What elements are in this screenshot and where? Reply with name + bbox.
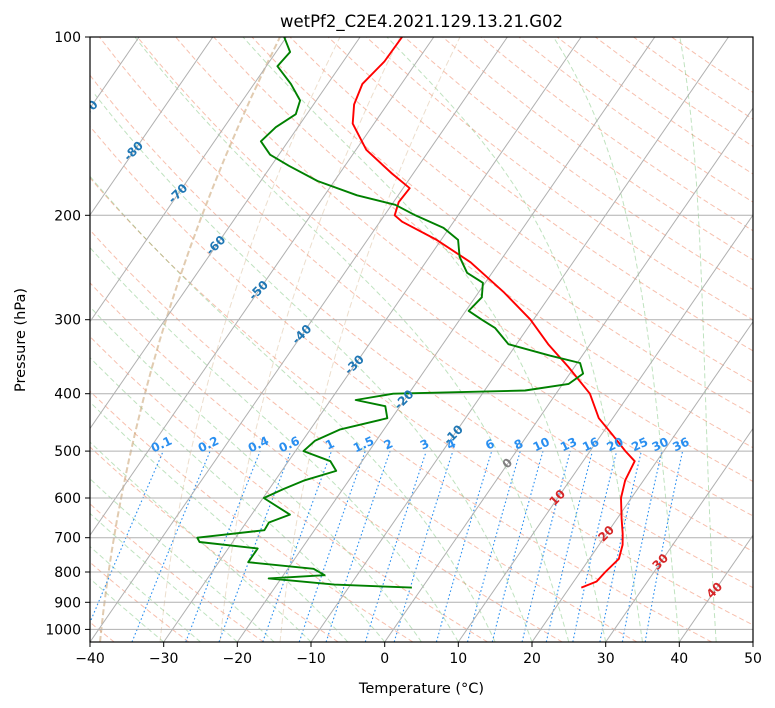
moist-adiabat-line xyxy=(94,94,533,642)
moist-adiabat-line xyxy=(242,37,607,642)
y-tick-label: 200 xyxy=(54,208,81,224)
mixing-ratio-line xyxy=(435,450,493,642)
mixing-ratio-line xyxy=(521,450,571,642)
y-tick-label: 800 xyxy=(54,565,81,581)
moist-adiabat-line xyxy=(90,306,422,642)
mixing-ratio-label: 10 xyxy=(531,435,552,455)
x-tick-label: −30 xyxy=(149,651,179,667)
y-tick-label: 700 xyxy=(54,531,81,547)
moist-adiabat-line xyxy=(134,37,570,642)
moist-adiabat-line xyxy=(90,478,275,642)
moist-adiabat-line xyxy=(90,401,349,642)
moist-adiabat-line xyxy=(90,441,312,642)
grid-lines xyxy=(90,37,753,642)
mixing-ratio-label: 36 xyxy=(670,435,691,455)
moist-adiabat-line xyxy=(90,246,459,642)
x-tick-label: 40 xyxy=(670,651,688,667)
tan-curve xyxy=(279,37,461,642)
y-axis-label: Pressure (hPa) xyxy=(13,288,29,392)
mixing-ratio-line xyxy=(545,450,593,642)
mixing-ratio-line xyxy=(466,450,521,642)
dewpoint-profile xyxy=(196,37,585,589)
mixing-ratio-label: 13 xyxy=(558,435,579,455)
moist-adiabat-line xyxy=(679,37,717,642)
dry-adiabat-line xyxy=(90,282,563,642)
x-tick-label: 20 xyxy=(523,651,541,667)
mixing-ratio-line xyxy=(364,450,427,642)
x-tick-label: −20 xyxy=(223,651,253,667)
isotherm-line xyxy=(236,37,656,642)
isotherm-line xyxy=(605,427,753,642)
mixing-ratio-line xyxy=(262,450,333,642)
mixing-ratio-line xyxy=(325,450,391,642)
isotherm-line xyxy=(90,37,435,537)
x-tick-label: −10 xyxy=(296,651,326,667)
x-tick-label: 50 xyxy=(744,651,762,667)
y-tick-label: 100 xyxy=(54,30,81,46)
dry-adiabat-line xyxy=(90,561,190,642)
x-axis-label: Temperature (°C) xyxy=(358,681,484,697)
isotherm-line xyxy=(384,107,753,642)
mixing-ratio-line xyxy=(131,450,211,642)
mixing-ratio-line xyxy=(218,450,292,642)
isotherm-line xyxy=(678,534,753,642)
moist-adiabat-line xyxy=(90,578,165,642)
isotherm-line xyxy=(531,320,753,642)
dry-adiabat-line xyxy=(90,125,753,626)
chart-title: wetPf2_C2E4.2021.129.13.21.G02 xyxy=(280,12,563,32)
dry-adiabat-line xyxy=(137,37,753,517)
dry-adiabat-line xyxy=(90,177,712,642)
x-axis-ticks: −40 −30 −20 −10 0 10 20 30 40 50 xyxy=(75,642,762,667)
moist-adiabat-line xyxy=(386,37,643,642)
isotherm-line xyxy=(457,214,753,642)
tan-curve xyxy=(159,37,341,642)
mixing-ratio-lines xyxy=(90,450,684,642)
y-tick-label: 1000 xyxy=(45,622,81,638)
isotherm-line xyxy=(90,37,214,216)
dry-adiabat-line xyxy=(213,37,753,449)
plot-frame xyxy=(89,36,754,643)
sounding-profiles xyxy=(196,37,636,589)
mixing-ratio-line xyxy=(298,450,366,642)
x-tick-label: 10 xyxy=(449,651,467,667)
x-tick-label: 0 xyxy=(380,651,389,667)
isotherm-line xyxy=(310,37,729,642)
isotherm-line xyxy=(90,37,287,323)
dry-adiabat-line xyxy=(404,37,753,291)
isotherm-label: -90 xyxy=(76,97,101,122)
mixing-ratio-label: 16 xyxy=(580,435,601,455)
dry-adiabat-line xyxy=(90,229,638,642)
temperature-profile xyxy=(351,37,636,589)
y-tick-label: 600 xyxy=(54,491,81,507)
x-tick-label: −40 xyxy=(75,651,105,667)
mixing-ratio-label: 30 xyxy=(650,435,671,455)
dry-adiabat-line xyxy=(251,37,753,416)
mixing-ratio-line xyxy=(572,450,618,642)
moist-adiabat-line xyxy=(552,37,680,642)
y-tick-label: 900 xyxy=(54,595,81,611)
dry-adiabat-line xyxy=(366,37,753,321)
isotherm-line xyxy=(90,37,508,642)
mixing-ratio-label: 25 xyxy=(629,435,650,455)
y-tick-label: 500 xyxy=(54,444,81,460)
dry-adiabat-line xyxy=(90,335,488,642)
mixing-ratio-line xyxy=(185,450,261,642)
plot-area: 0.10.20.40.611.52346810131620253036-100-… xyxy=(76,37,753,642)
moist-adiabat-line xyxy=(90,356,386,642)
y-tick-label: 300 xyxy=(54,313,81,329)
mixing-ratio-label: 20 xyxy=(604,435,625,455)
y-tick-label: 400 xyxy=(54,387,81,403)
mixing-ratio-line xyxy=(90,450,164,624)
isotherm-line xyxy=(163,37,582,642)
isotherm-line xyxy=(90,37,361,430)
y-axis-ticks: 100 200 300 400 500 600 700 800 900 1000 xyxy=(45,30,90,638)
tan-curve xyxy=(99,37,281,642)
moist-adiabat-line xyxy=(90,512,238,642)
x-tick-label: 30 xyxy=(597,651,615,667)
